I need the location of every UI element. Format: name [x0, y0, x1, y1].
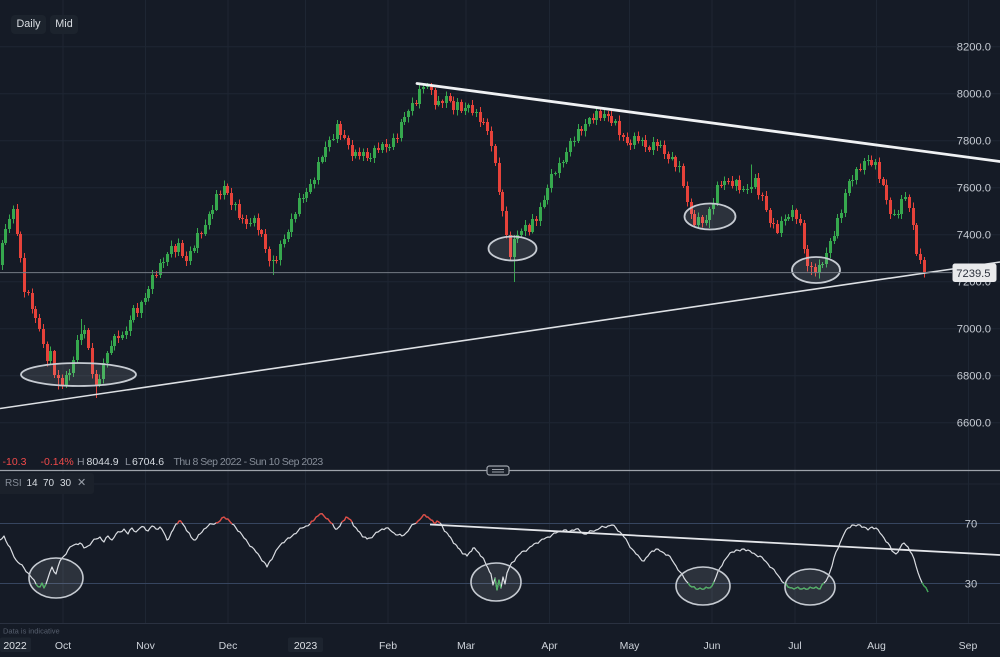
- svg-text:30: 30: [965, 578, 977, 590]
- svg-text:Oct: Oct: [55, 640, 71, 652]
- svg-text:7800.0: 7800.0: [957, 136, 991, 148]
- svg-text:Sep: Sep: [959, 640, 978, 652]
- svg-text:Apr: Apr: [541, 640, 558, 652]
- svg-text:Feb: Feb: [379, 640, 397, 652]
- svg-text:7239.5: 7239.5: [956, 268, 990, 280]
- svg-text:2023: 2023: [294, 640, 318, 652]
- svg-text:70: 70: [965, 518, 977, 530]
- svg-text:Jun: Jun: [704, 640, 721, 652]
- svg-text:Dec: Dec: [219, 640, 238, 652]
- svg-text:8200.0: 8200.0: [957, 42, 991, 54]
- svg-text:8000.0: 8000.0: [957, 89, 991, 101]
- svg-text:6800.0: 6800.0: [957, 371, 991, 383]
- svg-text:Aug: Aug: [867, 640, 886, 652]
- svg-text:7400.0: 7400.0: [957, 230, 991, 242]
- svg-text:Mar: Mar: [457, 640, 476, 652]
- svg-text:May: May: [620, 640, 641, 652]
- svg-text:7000.0: 7000.0: [957, 324, 991, 336]
- svg-text:2022: 2022: [3, 640, 27, 652]
- svg-text:Jul: Jul: [788, 640, 801, 652]
- svg-text:Data is indicative: Data is indicative: [3, 627, 60, 636]
- svg-text:6600.0: 6600.0: [957, 418, 991, 430]
- svg-text:Nov: Nov: [136, 640, 155, 652]
- svg-text:7600.0: 7600.0: [957, 183, 991, 195]
